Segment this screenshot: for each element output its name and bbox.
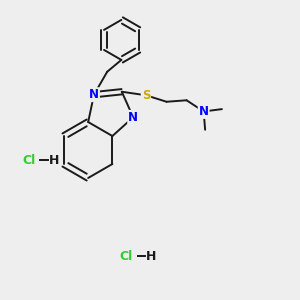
Text: S: S bbox=[142, 89, 150, 102]
Text: N: N bbox=[199, 105, 209, 118]
Text: N: N bbox=[128, 111, 138, 124]
Text: H: H bbox=[146, 250, 157, 262]
Text: N: N bbox=[89, 88, 99, 101]
Text: Cl: Cl bbox=[23, 154, 36, 167]
Text: Cl: Cl bbox=[120, 250, 133, 262]
Text: H: H bbox=[49, 154, 59, 167]
